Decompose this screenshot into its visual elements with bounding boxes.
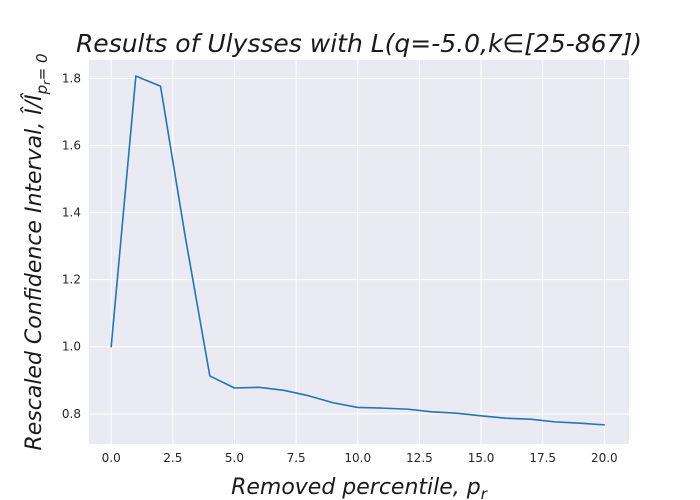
x-tick-label: 10.0 — [344, 451, 371, 465]
y-axis-label-main: Rescaled Confidence Interval, Î/Î — [21, 92, 47, 451]
y-tick-label: 0.8 — [62, 407, 81, 421]
x-tick-label: 20.0 — [591, 451, 618, 465]
x-tick-label: 17.5 — [529, 451, 556, 465]
y-tick-label: 1.8 — [62, 71, 81, 85]
x-axis-label: Removed percentile, pr — [231, 475, 488, 500]
x-tick-label: 5.0 — [225, 451, 244, 465]
y-tick-label: 1.6 — [62, 139, 81, 153]
y-tick-label: 1.2 — [62, 273, 81, 287]
series-line-0 — [110, 75, 606, 426]
y-tick-label: 1.4 — [62, 206, 81, 220]
y-axis-label-tail: = 0 — [33, 53, 51, 80]
y-axis-label: Rescaled Confidence Interval, Î/Îpr= 0 — [21, 53, 53, 450]
plot-background — [89, 60, 629, 444]
x-tick-label: 2.5 — [163, 451, 182, 465]
x-axis-label-subscript: r — [481, 485, 488, 500]
x-tick-label: 0.0 — [102, 451, 121, 465]
series-layer — [110, 75, 606, 426]
x-ticks: 0.0 2.5 5.0 7.5 10.0 12.5 15.0 17.5 20.0 — [102, 451, 618, 465]
y-tick-label: 1.0 — [62, 340, 81, 354]
y-ticks: 0.8 1.0 1.2 1.4 1.6 1.8 — [62, 71, 81, 420]
y-axis-label-subscript: p — [33, 85, 51, 96]
y-axis-label-subsubscript: r — [40, 79, 53, 85]
x-tick-label: 15.0 — [468, 451, 495, 465]
grid — [89, 60, 629, 444]
chart-title: Results of Ulysses with L(q=-5.0,k∈[25-8… — [76, 29, 642, 58]
x-tick-label: 7.5 — [287, 451, 306, 465]
x-axis-label-main: Removed percentile, p — [231, 475, 481, 500]
x-tick-label: 12.5 — [406, 451, 433, 465]
